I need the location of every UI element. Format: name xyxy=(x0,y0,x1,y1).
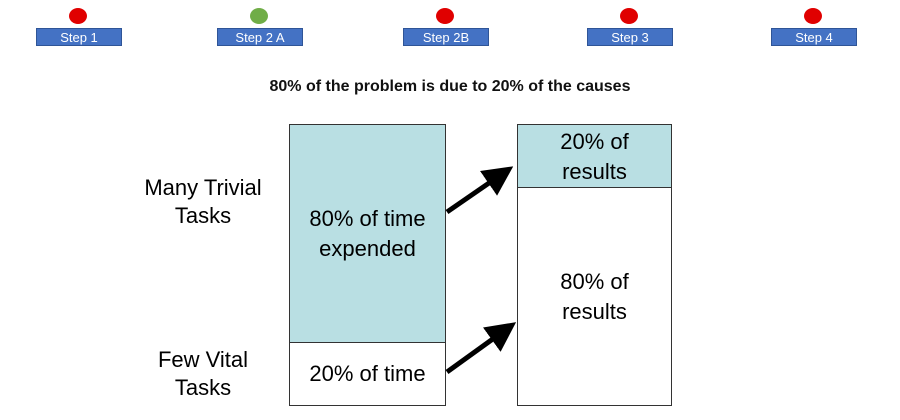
step-4[interactable]: Step 4 xyxy=(771,8,857,46)
step-3[interactable]: Step 3 xyxy=(587,8,673,46)
right-top-box: 20% of results xyxy=(517,124,672,188)
step-label: Step 1 xyxy=(36,28,122,46)
status-dot-icon xyxy=(436,8,454,24)
step-label: Step 3 xyxy=(587,28,673,46)
right-bottom-box: 80% of results xyxy=(517,187,672,406)
left-top-text: 80% of time expended xyxy=(309,206,426,261)
arrow-top xyxy=(445,166,514,215)
row-label-trivial-text: Many Trivial Tasks xyxy=(144,175,262,228)
left-bottom-box: 20% of time xyxy=(289,342,446,406)
row-label-trivial: Many Trivial Tasks xyxy=(128,174,278,230)
status-dot-icon xyxy=(804,8,822,24)
step-1[interactable]: Step 1 xyxy=(36,8,122,46)
status-dot-icon xyxy=(620,8,638,24)
row-label-vital: Few Vital Tasks xyxy=(128,346,278,402)
step-2b[interactable]: Step 2B xyxy=(403,8,489,46)
status-dot-icon xyxy=(250,8,268,24)
status-dot-icon xyxy=(69,8,87,24)
step-2a[interactable]: Step 2 A xyxy=(217,8,303,46)
diagram-title: 80% of the problem is due to 20% of the … xyxy=(269,78,631,95)
step-label: Step 4 xyxy=(771,28,857,46)
step-label: Step 2 A xyxy=(217,28,303,46)
step-label: Step 2B xyxy=(403,28,489,46)
right-top-text: 20% of results xyxy=(560,128,629,184)
arrow-bottom xyxy=(445,322,517,375)
left-bottom-text: 20% of time xyxy=(309,361,426,386)
left-top-box: 80% of time expended xyxy=(289,124,446,343)
row-label-vital-text: Few Vital Tasks xyxy=(157,347,249,400)
right-bottom-text: 80% of results xyxy=(560,268,629,324)
